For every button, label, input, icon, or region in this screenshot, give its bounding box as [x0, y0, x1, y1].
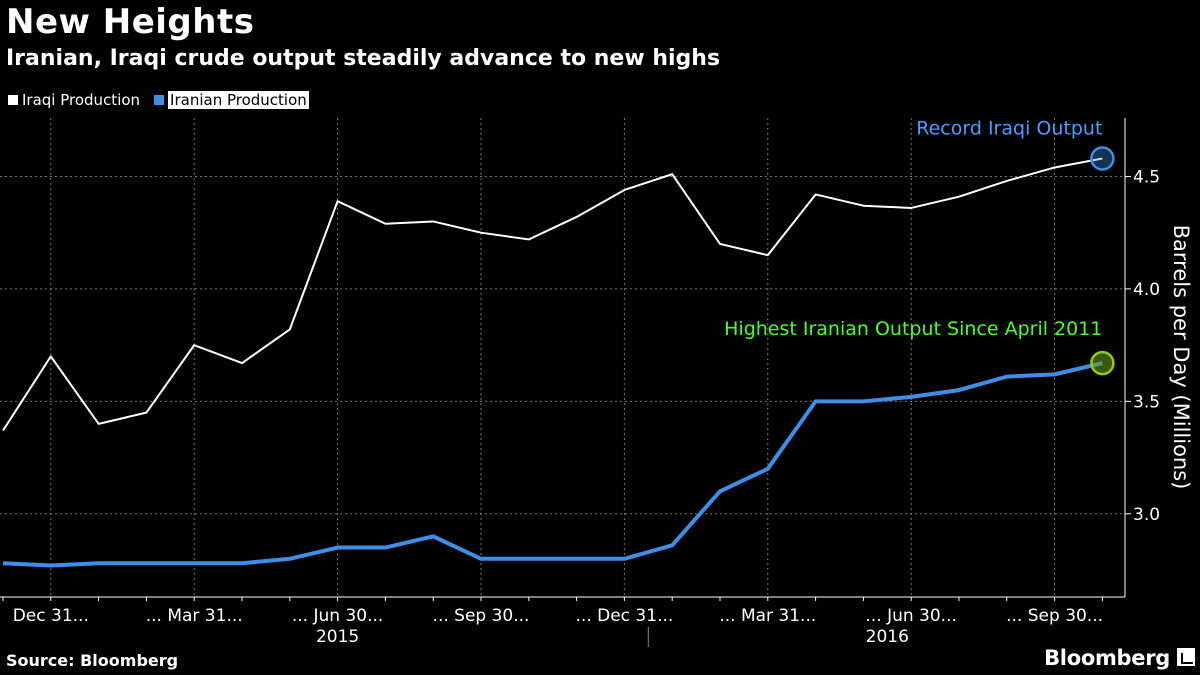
axes [0, 118, 1131, 647]
series-line-iraqi [2, 157, 1103, 432]
series-lines [2, 157, 1103, 568]
source-note: Source: Bloomberg [6, 651, 179, 670]
y-tick-label: 4.0 [1133, 280, 1160, 300]
x-tick-label: ... Mar 31... [719, 606, 816, 626]
year-label: 2015 [316, 627, 359, 647]
year-label: 2016 [866, 627, 909, 647]
x-tick-label: Dec 31... [13, 606, 89, 626]
annotations: Record Iraqi Output Highest Iranian Outpu… [724, 117, 1115, 376]
y-tick-label: 3.5 [1133, 392, 1160, 412]
x-tick-label: ... Jun 30... [865, 606, 956, 626]
y-tick-label: 4.5 [1133, 167, 1160, 187]
chart-title: New Heights [6, 2, 255, 42]
y-axis-label: Barrels per Day (Millions) [1169, 225, 1193, 490]
legend-label-iranian: Iranian Production [168, 91, 309, 109]
annotation-label: Highest Iranian Output Since April 2011 [724, 318, 1102, 340]
x-tick-label: ... Jun 30... [292, 606, 383, 626]
x-tick-label: ... Sep 30... [1006, 606, 1103, 626]
legend-swatch-iranian [154, 95, 165, 105]
annotation-label: Record Iraqi Output [916, 117, 1102, 139]
y-tick-label: 3.0 [1133, 505, 1160, 525]
legend-item-iraqi: Iraqi Production [8, 91, 140, 109]
chart-subtitle: Iranian, Iraqi crude output steadily adv… [6, 46, 721, 71]
highlight-marker [1090, 146, 1115, 171]
x-tick-label: ... Mar 31... [146, 606, 243, 626]
legend-label-iraqi: Iraqi Production [22, 91, 141, 109]
legend-item-iranian: Iranian Production [154, 91, 309, 109]
x-tick-label: ... Sep 30... [433, 606, 530, 626]
legend-swatch-iraqi [8, 95, 18, 105]
brand-logo-text: Bloomberg [1044, 646, 1170, 670]
highlight-marker [1090, 350, 1115, 376]
grid-lines [0, 118, 1125, 597]
x-tick-label: ... Dec 31... [576, 606, 674, 626]
bloomberg-chart-icon [1177, 648, 1195, 666]
series-line-iranian [2, 361, 1103, 568]
tick-labels: 3.0 3.5 4.0 4.5 Dec 31... ... Mar 31... ... Ju… [13, 167, 1193, 647]
legend: Iraqi Production Iranian Production [8, 91, 309, 109]
